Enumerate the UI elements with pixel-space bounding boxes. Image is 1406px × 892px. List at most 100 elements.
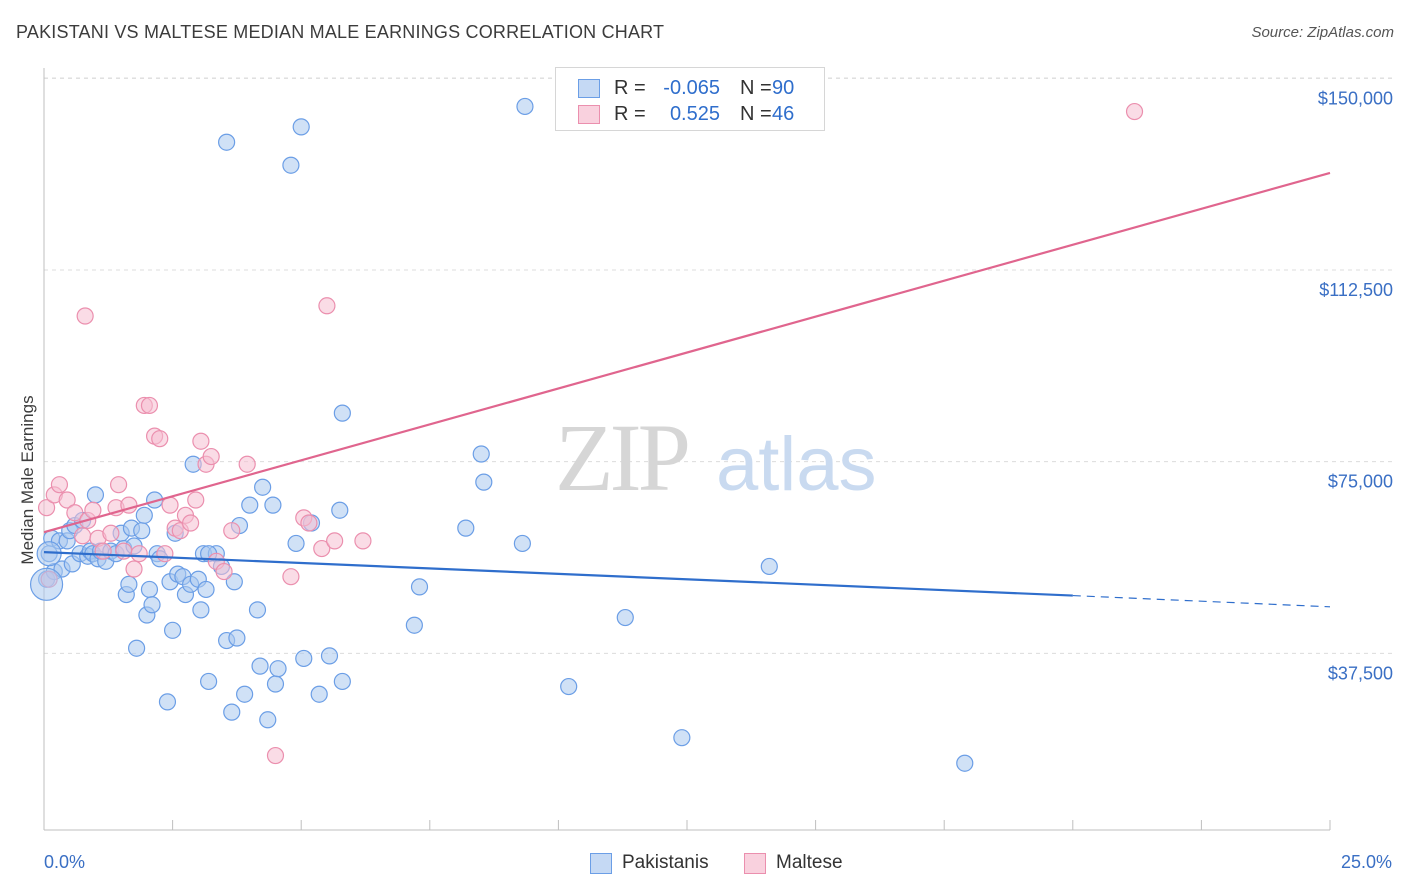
legend-r-label: R = bbox=[614, 102, 646, 125]
point-maltese bbox=[266, 746, 285, 765]
point-pakistanis-large bbox=[29, 567, 64, 601]
legend-n-label: N = bbox=[740, 76, 772, 99]
point-pakistanis bbox=[236, 685, 254, 703]
point-pakistanis bbox=[295, 649, 313, 668]
point-pakistanis bbox=[223, 703, 241, 721]
point-pakistanis bbox=[140, 580, 159, 599]
point-pakistanis bbox=[251, 657, 269, 675]
grid-layer bbox=[44, 77, 1395, 654]
point-maltese bbox=[318, 297, 336, 315]
trend-line-pakistanis bbox=[43, 551, 1073, 597]
y-tick-label: $75,000 bbox=[1328, 472, 1393, 492]
point-pakistanis bbox=[143, 596, 161, 614]
y-tick-label: $112,500 bbox=[1319, 280, 1393, 300]
point-pakistanis bbox=[956, 754, 974, 772]
trend-line-maltese bbox=[43, 171, 1331, 534]
watermark: ZIP atlas bbox=[555, 404, 877, 511]
axis-layer bbox=[43, 68, 1331, 831]
y-tick-labels: $37,500 $75,000 $112,500 $150,000 bbox=[1318, 88, 1393, 683]
y-axis-label-wrap: Median Male Earnings bbox=[8, 300, 48, 660]
point-pakistanis bbox=[269, 660, 287, 678]
y-tick-label: $150,000 bbox=[1318, 88, 1393, 108]
point-pakistanis bbox=[158, 693, 177, 711]
point-maltese bbox=[50, 476, 69, 494]
point-pakistanis bbox=[560, 677, 578, 696]
point-pakistanis bbox=[86, 486, 105, 504]
legend-row-pakistanis: R = -0.065 N = 90 bbox=[578, 76, 812, 100]
point-maltese bbox=[37, 499, 56, 517]
point-pakistanis bbox=[475, 473, 493, 491]
watermark-atlas: atlas bbox=[716, 422, 877, 507]
point-maltese bbox=[156, 545, 174, 563]
point-pakistanis bbox=[405, 616, 423, 634]
point-pakistanis bbox=[228, 629, 246, 647]
point-pakistanis bbox=[320, 647, 339, 665]
trend-line-pakistanis-extension bbox=[1072, 594, 1331, 608]
series-legend: Pakistanis Maltese bbox=[0, 852, 1406, 876]
point-pakistanis bbox=[259, 711, 277, 729]
point-maltese bbox=[109, 476, 128, 494]
point-pakistanis bbox=[333, 404, 351, 422]
point-pakistanis bbox=[472, 445, 490, 463]
point-maltese bbox=[326, 532, 344, 550]
point-pakistanis bbox=[516, 97, 534, 116]
point-pakistanis bbox=[760, 557, 778, 576]
stats-legend: R = -0.065 N = 90 R = 0.525 N = 46 bbox=[555, 67, 825, 131]
point-maltese bbox=[140, 396, 159, 415]
legend-label-maltese: Maltese bbox=[776, 852, 843, 873]
y-tick-label: $37,500 bbox=[1328, 663, 1393, 683]
point-pakistanis bbox=[310, 685, 328, 703]
legend-n-value: 46 bbox=[772, 102, 795, 125]
legend-item-maltese: Maltese bbox=[744, 852, 843, 874]
point-pakistanis bbox=[241, 496, 259, 514]
legend-label-pakistanis: Pakistanis bbox=[622, 852, 709, 873]
legend-swatch-blue bbox=[578, 78, 600, 98]
point-maltese bbox=[354, 532, 372, 550]
legend-swatch-pink bbox=[744, 852, 766, 874]
point-pakistanis bbox=[197, 580, 215, 599]
legend-row-maltese: R = 0.525 N = 46 bbox=[578, 102, 812, 126]
point-maltese bbox=[94, 542, 112, 560]
point-pakistanis bbox=[410, 578, 429, 596]
point-pakistanis bbox=[616, 608, 634, 627]
chart-title: PAKISTANI VS MALTESE MEDIAN MALE EARNING… bbox=[16, 22, 665, 42]
point-pakistanis bbox=[248, 601, 267, 619]
legend-swatch-blue bbox=[590, 852, 612, 874]
legend-r-value: -0.065 bbox=[663, 76, 720, 99]
point-maltese bbox=[313, 539, 331, 558]
point-pakistanis bbox=[120, 575, 138, 593]
point-pakistanis bbox=[133, 522, 151, 540]
point-maltese bbox=[102, 524, 120, 542]
point-maltese bbox=[125, 560, 143, 578]
point-maltese bbox=[182, 514, 200, 532]
point-pakistanis bbox=[292, 118, 310, 136]
point-maltese bbox=[187, 491, 205, 509]
legend-item-pakistanis: Pakistanis bbox=[590, 852, 709, 874]
point-maltese bbox=[130, 545, 148, 563]
point-maltese bbox=[1125, 102, 1144, 121]
point-maltese bbox=[223, 522, 241, 540]
legend-r-label: R = bbox=[614, 76, 646, 99]
point-maltese bbox=[151, 430, 169, 448]
point-pakistanis bbox=[457, 519, 475, 537]
point-maltese bbox=[58, 491, 76, 509]
point-pakistanis bbox=[266, 675, 285, 693]
point-maltese bbox=[300, 514, 318, 532]
legend-n-value: 90 bbox=[772, 76, 795, 99]
point-pakistanis bbox=[218, 133, 236, 151]
point-pakistanis bbox=[282, 156, 300, 174]
point-maltese bbox=[192, 432, 210, 450]
point-maltese bbox=[76, 307, 94, 325]
point-pakistanis bbox=[673, 729, 691, 747]
legend-swatch-pink bbox=[578, 104, 600, 124]
point-maltese bbox=[215, 562, 233, 581]
legend-r-value: 0.525 bbox=[669, 102, 720, 125]
point-pakistanis bbox=[200, 672, 218, 691]
watermark-zip: ZIP bbox=[555, 404, 688, 511]
point-maltese bbox=[202, 447, 220, 466]
point-pakistanis bbox=[225, 573, 243, 591]
point-pakistanis bbox=[192, 601, 210, 619]
point-maltese bbox=[66, 504, 84, 522]
point-pakistanis bbox=[135, 506, 153, 524]
point-maltese bbox=[282, 568, 300, 586]
